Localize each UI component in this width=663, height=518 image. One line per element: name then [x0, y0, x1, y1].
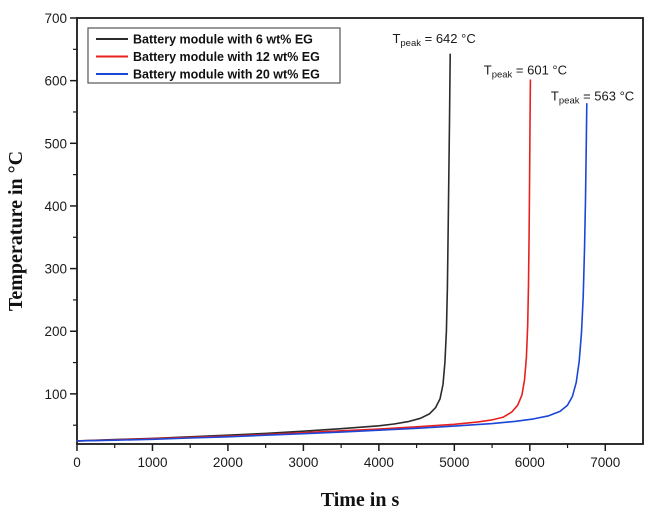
x-tick-label: 4000	[364, 455, 394, 470]
y-tick-label: 600	[44, 74, 67, 89]
peak-annotation-2: Tpeak = 601 °C	[484, 62, 567, 80]
x-axis-title: Time in s	[321, 489, 400, 511]
y-axis-title: Temperature in °C	[5, 151, 27, 311]
legend-label-3: Battery module with 20 wt% EG	[133, 68, 320, 82]
x-tick-label: 3000	[288, 455, 318, 470]
x-tick-label: 0	[73, 455, 81, 470]
x-tick-label: 7000	[590, 455, 620, 470]
y-tick-label: 200	[44, 324, 67, 339]
y-tick-label: 400	[44, 199, 67, 214]
series-line-3	[76, 103, 588, 442]
y-tick-label: 300	[44, 262, 67, 277]
x-tick-label: 1000	[137, 455, 167, 470]
peak-annotation-1: Tpeak = 642 °C	[392, 31, 475, 49]
legend-box	[87, 27, 341, 84]
peak-annotation-3: Tpeak = 563 °C	[551, 89, 634, 107]
series-line-1	[76, 53, 451, 442]
y-tick-label: 700	[44, 11, 67, 26]
plot-area	[76, 17, 644, 445]
y-tick-label: 100	[44, 387, 67, 402]
legend-label-2: Battery module with 12 wt% EG	[133, 50, 320, 64]
legend-label-1: Battery module with 6 wt% EG	[133, 33, 313, 47]
y-tick-label: 500	[44, 136, 67, 151]
x-tick-label: 2000	[213, 455, 243, 470]
x-tick-label: 5000	[439, 455, 469, 470]
x-tick-label: 6000	[515, 455, 545, 470]
